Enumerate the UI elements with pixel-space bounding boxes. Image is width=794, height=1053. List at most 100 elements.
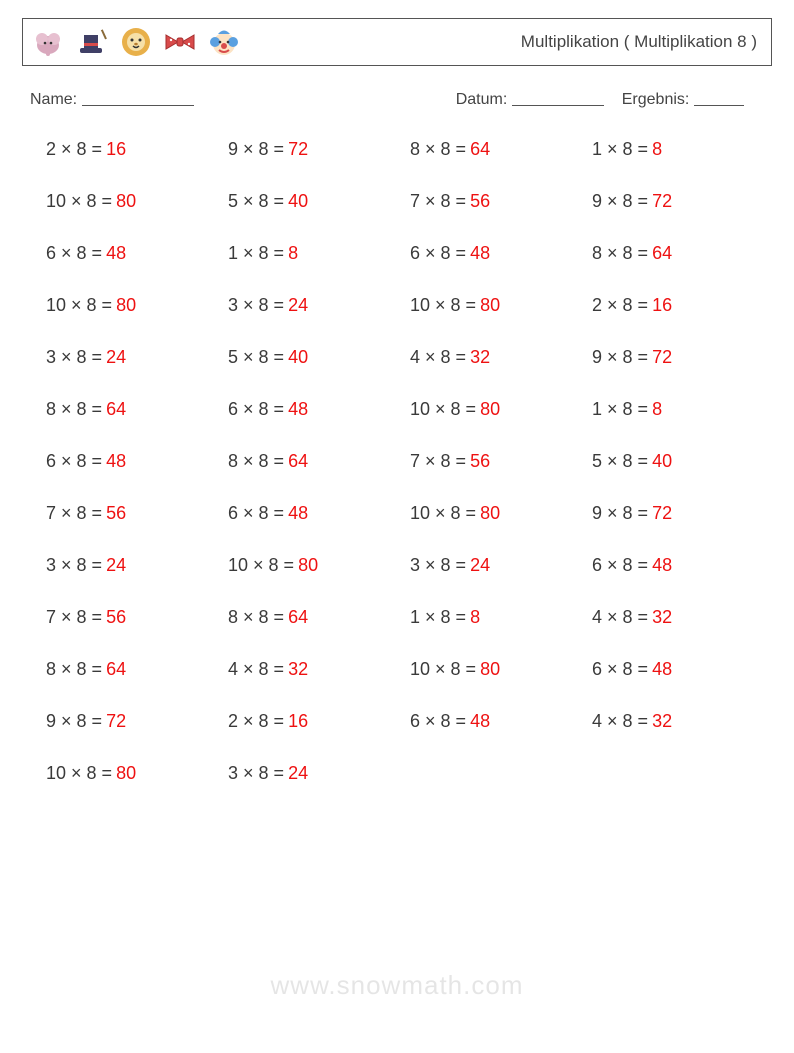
problem-answer: 40 — [288, 191, 308, 212]
problem-answer: 56 — [106, 503, 126, 524]
problem-answer: 16 — [106, 139, 126, 160]
problem-cell: 5 × 8 = 40 — [228, 331, 406, 383]
problem-answer: 48 — [470, 243, 490, 264]
problem-expression: 4 × 8 = — [228, 659, 284, 680]
problem-answer: 8 — [652, 139, 662, 160]
problem-expression: 5 × 8 = — [228, 191, 284, 212]
problem-cell: 6 × 8 = 48 — [46, 435, 224, 487]
problem-expression: 10 × 8 = — [46, 295, 112, 316]
problem-cell: 6 × 8 = 48 — [228, 487, 406, 539]
problem-answer: 80 — [116, 763, 136, 784]
header-icons — [31, 25, 241, 59]
name-label: Name: — [30, 91, 77, 108]
problem-cell: 6 × 8 = 48 — [410, 227, 588, 279]
problem-answer: 56 — [470, 451, 490, 472]
problem-cell: 6 × 8 = 48 — [592, 643, 770, 695]
problem-answer: 8 — [470, 607, 480, 628]
problem-expression: 6 × 8 = — [228, 503, 284, 524]
problem-answer: 72 — [288, 139, 308, 160]
problem-cell: 1 × 8 = 8 — [592, 383, 770, 435]
problem-answer: 72 — [652, 347, 672, 368]
problem-answer: 8 — [652, 399, 662, 420]
problem-answer: 80 — [480, 295, 500, 316]
problem-cell: 6 × 8 = 48 — [410, 695, 588, 747]
problem-answer: 80 — [480, 399, 500, 420]
problem-expression: 3 × 8 = — [228, 763, 284, 784]
bowtie-icon — [163, 25, 197, 59]
problem-expression: 3 × 8 = — [410, 555, 466, 576]
problem-expression: 6 × 8 = — [410, 711, 466, 732]
problem-cell: 3 × 8 = 24 — [410, 539, 588, 591]
problem-expression: 5 × 8 = — [228, 347, 284, 368]
problem-cell: 7 × 8 = 56 — [410, 175, 588, 227]
problem-answer: 64 — [652, 243, 672, 264]
problem-expression: 4 × 8 = — [410, 347, 466, 368]
problem-expression: 8 × 8 = — [46, 399, 102, 420]
problem-answer: 72 — [652, 503, 672, 524]
problem-answer: 56 — [106, 607, 126, 628]
problem-expression: 8 × 8 = — [228, 451, 284, 472]
problem-cell: 7 × 8 = 56 — [410, 435, 588, 487]
problem-cell: 9 × 8 = 72 — [46, 695, 224, 747]
problem-cell: 7 × 8 = 56 — [46, 591, 224, 643]
problem-cell: 3 × 8 = 24 — [46, 539, 224, 591]
problem-expression: 6 × 8 = — [228, 399, 284, 420]
date-field: Datum: — [456, 90, 604, 109]
problem-cell — [592, 747, 770, 799]
problem-cell: 10 × 8 = 80 — [228, 539, 406, 591]
problem-answer: 48 — [652, 555, 672, 576]
worksheet-title: Multiplikation ( Multiplikation 8 ) — [521, 32, 757, 52]
problem-expression: 10 × 8 = — [228, 555, 294, 576]
result-blank[interactable] — [694, 92, 744, 106]
problem-cell: 6 × 8 = 48 — [46, 227, 224, 279]
problem-expression: 9 × 8 = — [592, 191, 648, 212]
date-blank[interactable] — [512, 92, 604, 106]
problem-expression: 2 × 8 = — [228, 711, 284, 732]
problem-expression: 10 × 8 = — [410, 659, 476, 680]
problem-cell: 8 × 8 = 64 — [46, 383, 224, 435]
problem-answer: 80 — [480, 659, 500, 680]
problem-expression: 1 × 8 = — [592, 139, 648, 160]
problem-answer: 64 — [288, 607, 308, 628]
problem-cell: 10 × 8 = 80 — [410, 643, 588, 695]
watermark: www.snowmath.com — [0, 970, 794, 1001]
problem-expression: 2 × 8 = — [592, 295, 648, 316]
problem-expression: 7 × 8 = — [410, 451, 466, 472]
problem-expression: 7 × 8 = — [46, 503, 102, 524]
problem-cell: 3 × 8 = 24 — [228, 279, 406, 331]
problem-expression: 4 × 8 = — [592, 607, 648, 628]
problem-expression: 7 × 8 = — [410, 191, 466, 212]
problem-expression: 10 × 8 = — [410, 295, 476, 316]
problem-cell: 4 × 8 = 32 — [410, 331, 588, 383]
problem-expression: 10 × 8 = — [410, 503, 476, 524]
problem-answer: 24 — [106, 347, 126, 368]
problem-expression: 6 × 8 = — [46, 243, 102, 264]
problem-expression: 6 × 8 = — [592, 659, 648, 680]
problem-answer: 80 — [116, 295, 136, 316]
problem-cell: 9 × 8 = 72 — [592, 331, 770, 383]
name-blank[interactable] — [82, 92, 194, 106]
problem-expression: 10 × 8 = — [46, 191, 112, 212]
problem-answer: 32 — [652, 607, 672, 628]
problem-expression: 8 × 8 = — [228, 607, 284, 628]
problem-cell: 8 × 8 = 64 — [592, 227, 770, 279]
problem-expression: 4 × 8 = — [592, 711, 648, 732]
problem-answer: 32 — [288, 659, 308, 680]
worksheet-page: Multiplikation ( Multiplikation 8 ) Name… — [0, 0, 794, 799]
problem-expression: 8 × 8 = — [46, 659, 102, 680]
problem-answer: 80 — [298, 555, 318, 576]
problem-cell: 1 × 8 = 8 — [228, 227, 406, 279]
problem-answer: 48 — [288, 399, 308, 420]
problem-answer: 72 — [652, 191, 672, 212]
problem-cell: 4 × 8 = 32 — [592, 695, 770, 747]
problem-answer: 48 — [106, 451, 126, 472]
problem-expression: 3 × 8 = — [228, 295, 284, 316]
problem-cell: 8 × 8 = 64 — [410, 123, 588, 175]
problem-expression: 2 × 8 = — [46, 139, 102, 160]
problem-answer: 32 — [470, 347, 490, 368]
problem-answer: 24 — [470, 555, 490, 576]
problem-expression: 8 × 8 = — [592, 243, 648, 264]
problem-expression: 1 × 8 = — [410, 607, 466, 628]
problem-cell: 5 × 8 = 40 — [592, 435, 770, 487]
problem-cell: 2 × 8 = 16 — [592, 279, 770, 331]
